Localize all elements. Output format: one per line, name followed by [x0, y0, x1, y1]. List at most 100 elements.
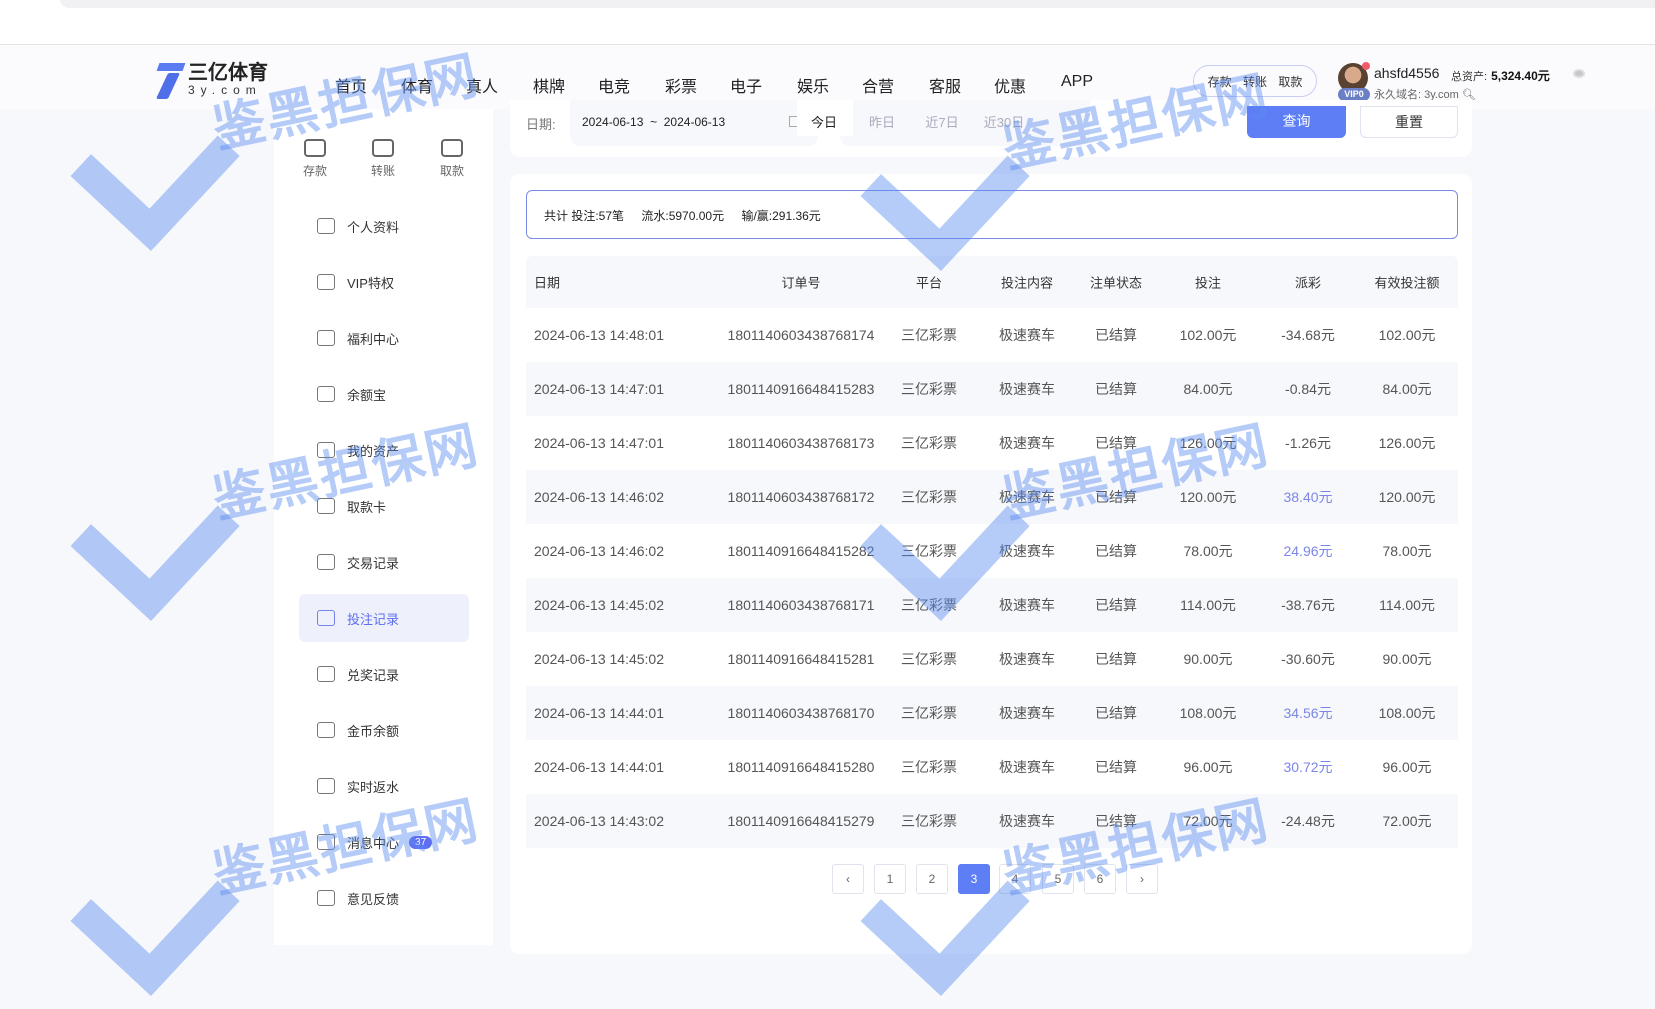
table-cell: 极速赛车	[999, 327, 1055, 343]
date-range-input[interactable]: 2024-06-13 ~ 2024-06-13	[570, 100, 818, 146]
page-button[interactable]: 4	[999, 864, 1031, 894]
page-button[interactable]: 2	[916, 864, 948, 894]
header-transfer-link[interactable]: 转账	[1242, 74, 1267, 89]
sidebar-item-9[interactable]: 金币余额	[299, 706, 469, 754]
top-strip	[60, 0, 1655, 8]
table-cell: 极速赛车	[999, 813, 1055, 829]
sidebar-item-5[interactable]: 取款卡	[299, 482, 469, 530]
search-icon[interactable]: 🔍︎	[1461, 89, 1476, 101]
table-row: 2024-06-13 14:47:01 1801140603438768173 三亿…	[526, 416, 1458, 470]
table-cell[interactable]: 1801140603438768174	[727, 327, 875, 343]
table-cell: 84.00元	[1183, 381, 1233, 397]
table-cell: 三亿彩票	[901, 651, 957, 667]
today-button[interactable]: 今日	[810, 115, 838, 130]
nav-9[interactable]: 客服	[928, 79, 962, 96]
table-cell: 已结算	[1095, 327, 1137, 343]
nav-2[interactable]: 真人	[465, 79, 499, 96]
table-cell: 2024-06-13 14:45:02	[534, 651, 664, 667]
column-header: 订单号	[781, 275, 821, 291]
nav-0[interactable]: 首页	[334, 79, 368, 96]
transfer-icon	[372, 139, 394, 157]
nav-4[interactable]: 电竞	[597, 79, 631, 96]
nav-1[interactable]: 体育	[400, 79, 434, 96]
sidebar-item-8[interactable]: 兑奖记录	[299, 650, 469, 698]
table-cell: 108.00元	[1179, 705, 1237, 721]
sidebar-quick-1[interactable]: 转账	[358, 139, 408, 179]
query-button[interactable]: 查询	[1247, 106, 1346, 138]
sidebar-item-0[interactable]: 个人资料	[299, 202, 469, 250]
table-cell: 2024-06-13 14:45:02	[534, 597, 664, 613]
table-cell: 120.00元	[1378, 489, 1436, 505]
crown-icon	[317, 274, 335, 290]
table-cell[interactable]: 1801140603438768172	[727, 489, 875, 505]
yesterday-button[interactable]: 昨日	[868, 115, 896, 130]
table-cell: 2024-06-13 14:44:01	[534, 759, 664, 775]
logo[interactable]: 三亿体育 3y.com	[156, 61, 268, 99]
table-cell[interactable]: 1801140916648415280	[727, 759, 875, 775]
table-cell[interactable]: 1801140603438768171	[727, 597, 875, 613]
table-cell: 已结算	[1095, 597, 1137, 613]
nav-11[interactable]: APP	[1060, 73, 1094, 90]
sidebar-item-6[interactable]: 交易记录	[299, 538, 469, 586]
total-assets: 总资产: 5,324.40元	[1451, 67, 1550, 84]
nav-7[interactable]: 娱乐	[796, 79, 830, 96]
table-cell: -24.48元	[1281, 813, 1335, 829]
page-button[interactable]: 6	[1084, 864, 1116, 894]
table-cell: 84.00元	[1382, 381, 1432, 397]
page-button[interactable]: 5	[1042, 864, 1074, 894]
table-cell: 极速赛车	[999, 651, 1055, 667]
permanent-domain: 永久域名: 3y.com 🔍︎	[1374, 89, 1476, 101]
table-cell[interactable]: 1801140603438768173	[727, 435, 875, 451]
eye-icon[interactable]	[1573, 69, 1585, 78]
nav-3[interactable]: 棋牌	[532, 79, 566, 96]
table-cell: 极速赛车	[999, 435, 1055, 451]
table-cell: 极速赛车	[999, 597, 1055, 613]
table-cell: 2024-06-13 14:46:02	[534, 489, 664, 505]
page-button[interactable]: 3	[958, 864, 990, 894]
filter-bar: 日期: 2024-06-13 ~ 2024-06-13 今日 昨日 近7日 近3…	[510, 100, 1472, 157]
nav-10[interactable]: 优惠	[993, 79, 1027, 96]
sidebar-item-12[interactable]: 意见反馈	[299, 874, 469, 922]
table-cell: 2024-06-13 14:46:02	[534, 543, 664, 559]
header-withdraw-link[interactable]: 取款	[1278, 74, 1303, 89]
nav-8[interactable]: 合营	[861, 79, 895, 96]
nav-5[interactable]: 彩票	[664, 79, 698, 96]
table-cell: -30.60元	[1281, 651, 1335, 667]
table-cell: 已结算	[1095, 381, 1137, 397]
table-cell: 已结算	[1095, 759, 1137, 775]
sidebar-item-2[interactable]: 福利中心	[299, 314, 469, 362]
table-cell[interactable]: 1801140603438768170	[727, 705, 875, 721]
next-page-button[interactable]: ›	[1126, 864, 1158, 894]
logo-domain: 3y.com	[188, 83, 262, 97]
column-header: 有效投注额	[1374, 275, 1440, 291]
sidebar-item-10[interactable]: 实时返水	[299, 762, 469, 810]
header-deposit-link[interactable]: 存款	[1207, 74, 1232, 89]
sidebar-item-label: 个人资料	[347, 219, 400, 235]
end-date: 2024-06-13	[663, 115, 726, 129]
last-7-days-button[interactable]: 近7日	[925, 115, 959, 130]
last-30-days-button[interactable]: 近30日	[983, 115, 1025, 130]
table-cell[interactable]: 1801140916648415279	[727, 813, 875, 829]
sidebar-quick-0[interactable]: 存款	[290, 139, 340, 179]
sidebar-item-7[interactable]: 投注记录	[299, 594, 469, 642]
sidebar-item-4[interactable]: 我的资产	[299, 426, 469, 474]
sidebar-item-11[interactable]: 消息中心 37	[299, 818, 469, 866]
page-button[interactable]: 1	[874, 864, 906, 894]
sidebar-item-label: 消息中心	[347, 835, 400, 851]
table-cell: 96.00元	[1382, 759, 1432, 775]
table-cell[interactable]: 1801140916648415282	[727, 543, 875, 559]
username[interactable]: ahsfd4556	[1374, 65, 1440, 81]
table-cell: 三亿彩票	[901, 705, 957, 721]
sidebar-item-1[interactable]: VIP特权	[299, 258, 469, 306]
assets-label: 总资产:	[1451, 71, 1488, 83]
table-cell[interactable]: 1801140916648415283	[727, 381, 875, 397]
prev-page-button[interactable]: ‹	[832, 864, 864, 894]
nav-6[interactable]: 电子	[729, 79, 763, 96]
table-cell: 极速赛车	[999, 543, 1055, 559]
table-cell: 三亿彩票	[901, 543, 957, 559]
sidebar-quick-2[interactable]: 取款	[427, 139, 477, 179]
table-cell[interactable]: 1801140916648415281	[727, 651, 875, 667]
table-cell: -0.84元	[1285, 381, 1331, 397]
sidebar-item-3[interactable]: 余额宝	[299, 370, 469, 418]
reset-button[interactable]: 重置	[1360, 106, 1458, 138]
